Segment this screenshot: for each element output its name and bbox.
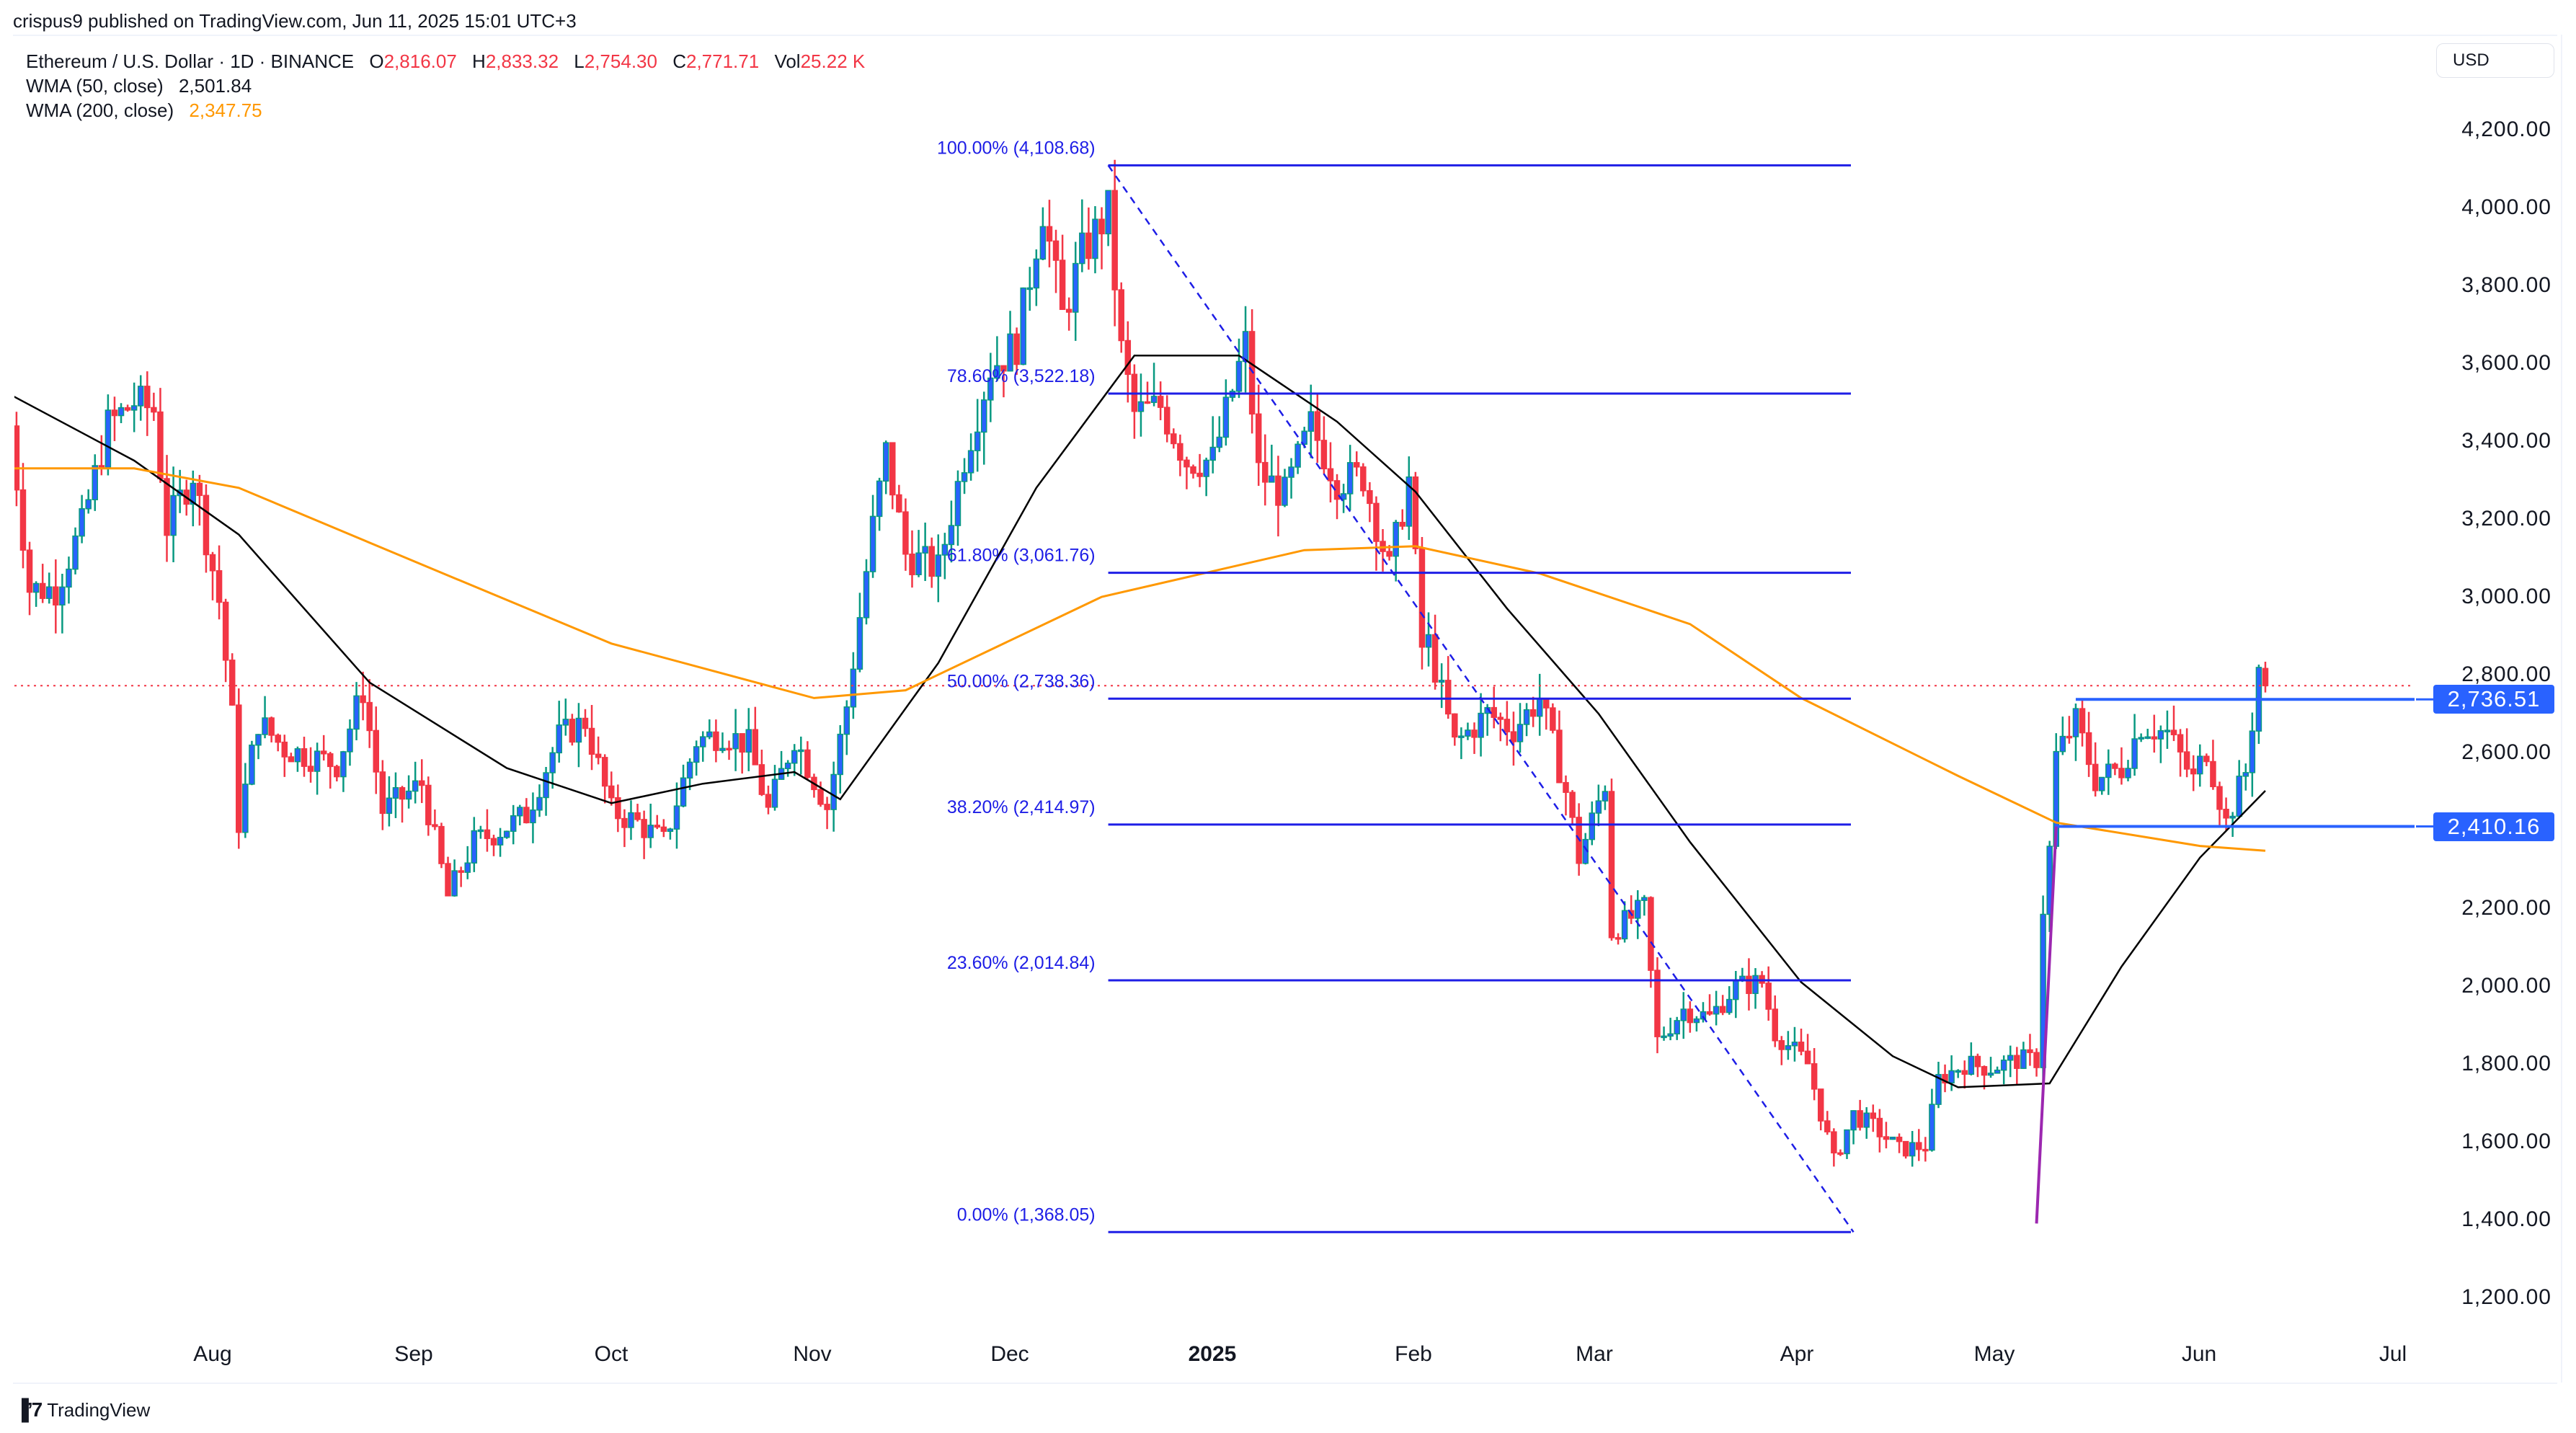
svg-text:38.20% (2,414.97): 38.20% (2,414.97) <box>947 797 1096 817</box>
high-value: 2,833.32 <box>485 50 559 72</box>
price-tick: 1,600.00 <box>2461 1130 2551 1153</box>
close-label: C <box>672 50 686 72</box>
wma200-row[interactable]: WMA (200, close) 2,347.75 <box>26 98 865 123</box>
volume-value: 25.22 K <box>800 50 866 72</box>
volume-label: Vol <box>774 50 801 72</box>
time-tick: Dec <box>990 1342 1029 1366</box>
time-tick: Apr <box>1780 1342 1814 1366</box>
symbol-title[interactable]: Ethereum / U.S. Dollar · 1D · BINANCE <box>26 50 355 72</box>
price-tick: 1,800.00 <box>2461 1052 2551 1075</box>
price-tick: 2,000.00 <box>2461 974 2551 998</box>
time-tick: May <box>1973 1342 2015 1366</box>
wma50-row[interactable]: WMA (50, close) 2,501.84 <box>26 74 865 98</box>
svg-text:23.60% (2,014.84): 23.60% (2,014.84) <box>947 953 1096 973</box>
svg-text:50.00% (2,738.36): 50.00% (2,738.36) <box>947 671 1096 691</box>
price-tick: 2,600.00 <box>2461 740 2551 764</box>
wma200-label[interactable]: WMA (200, close) <box>26 99 174 121</box>
price-tick: 2,200.00 <box>2461 896 2551 920</box>
price-tick: 1,200.00 <box>2461 1285 2551 1309</box>
price-tick: 4,200.00 <box>2461 117 2551 141</box>
price-tick: 1,400.00 <box>2461 1207 2551 1231</box>
wma200-value: 2,347.75 <box>189 99 262 121</box>
chart-legend: Ethereum / U.S. Dollar · 1D · BINANCE O2… <box>26 49 865 123</box>
price-tick: 3,200.00 <box>2461 507 2551 531</box>
low-value: 2,754.30 <box>584 50 657 72</box>
wma50-label[interactable]: WMA (50, close) <box>26 75 164 97</box>
time-tick: Feb <box>1395 1342 1432 1366</box>
published-caption: crispus9 published on TradingView.com, J… <box>13 10 577 32</box>
price-tick: 3,800.00 <box>2461 273 2551 297</box>
time-tick: Mar <box>1576 1342 1613 1366</box>
price-tick: 3,600.00 <box>2461 351 2551 375</box>
frame-border <box>2561 35 2562 1383</box>
time-tick: Sep <box>394 1342 433 1366</box>
svg-text:78.60% (3,522.18): 78.60% (3,522.18) <box>947 366 1096 386</box>
high-label: H <box>472 50 486 72</box>
price-tick: 3,400.00 <box>2461 429 2551 453</box>
wma50-value: 2,501.84 <box>178 75 252 97</box>
time-tick: Aug <box>193 1342 232 1366</box>
low-label: L <box>574 50 585 72</box>
time-tick: Oct <box>594 1342 629 1366</box>
svg-text:0.00% (1,368.05): 0.00% (1,368.05) <box>957 1204 1096 1225</box>
open-label: O <box>369 50 384 72</box>
svg-text:100.00% (4,108.68): 100.00% (4,108.68) <box>937 138 1096 158</box>
price-level-badge[interactable]: 2,736.51 <box>2433 685 2554 714</box>
close-value: 2,771.71 <box>685 50 760 72</box>
time-tick: Jun <box>2181 1342 2217 1366</box>
brand-name: TradingView <box>47 1398 151 1421</box>
tradingview-logo-icon: ▐’7 <box>14 1398 43 1421</box>
open-value: 2,816.07 <box>383 50 457 72</box>
svg-text:61.80% (3,061.76): 61.80% (3,061.76) <box>947 546 1096 566</box>
price-tick: 3,000.00 <box>2461 585 2551 608</box>
currency-button[interactable]: USD <box>2436 43 2554 78</box>
time-tick: Nov <box>793 1342 832 1366</box>
price-tick: 4,000.00 <box>2461 195 2551 219</box>
time-tick: Jul <box>2379 1342 2407 1366</box>
price-level-badge[interactable]: 2,410.16 <box>2433 812 2554 841</box>
time-tick: 2025 <box>1188 1342 1237 1366</box>
chart-frame <box>13 35 2557 1384</box>
symbol-row[interactable]: Ethereum / U.S. Dollar · 1D · BINANCE O2… <box>26 49 865 74</box>
price-tick: 2,800.00 <box>2461 662 2551 686</box>
tradingview-brand[interactable]: ▐’7 TradingView <box>14 1398 150 1421</box>
